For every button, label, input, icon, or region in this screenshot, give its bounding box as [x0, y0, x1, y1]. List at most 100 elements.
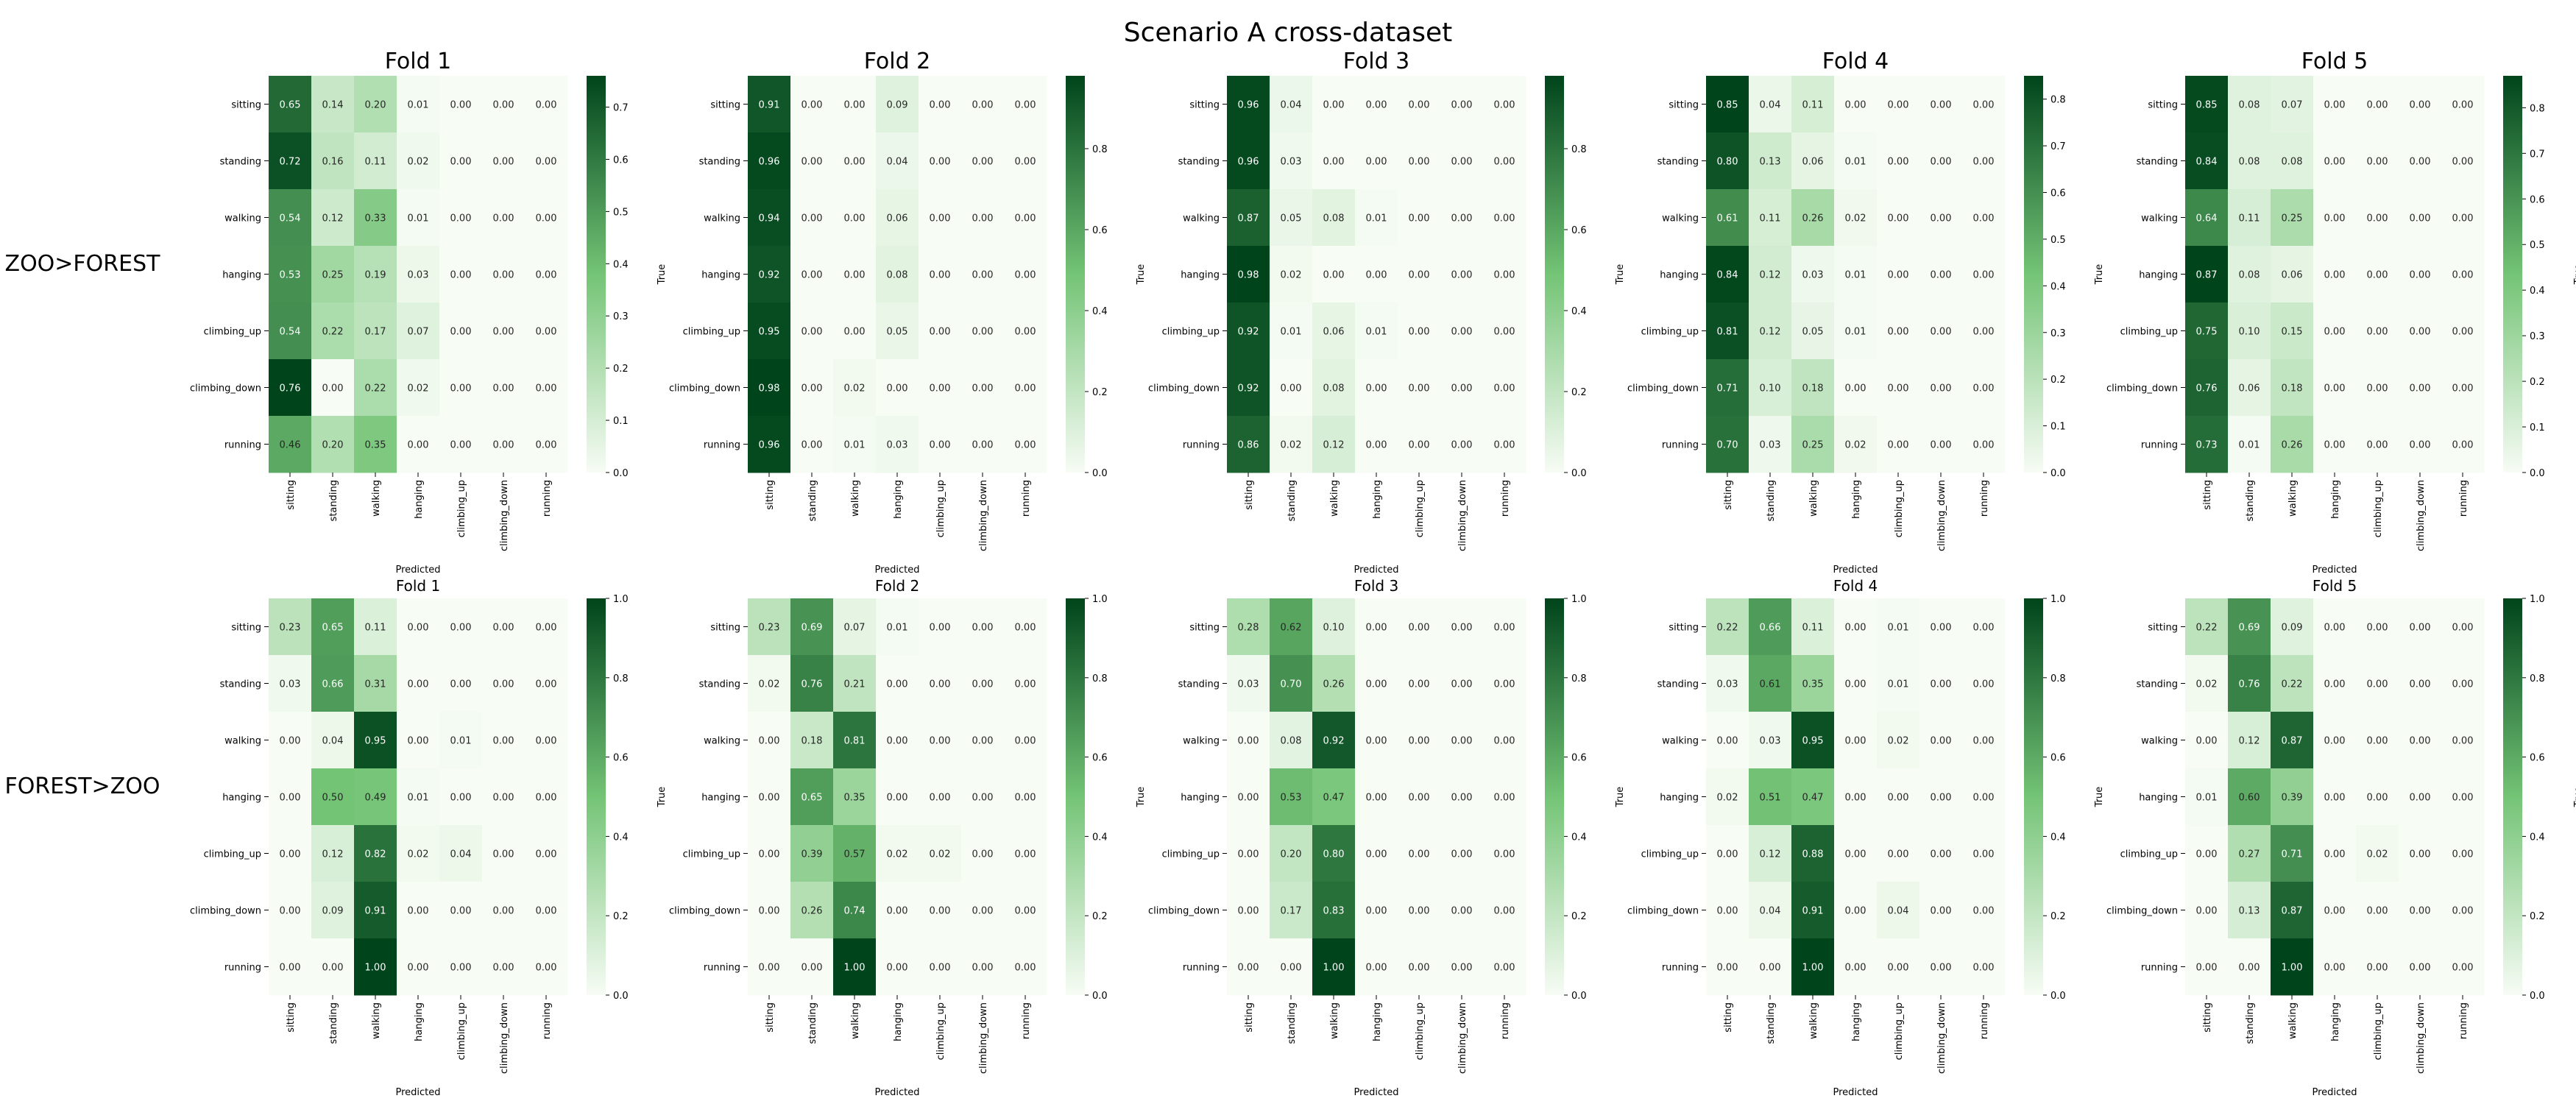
heatmap-cell	[1962, 76, 2006, 133]
cell-value-label: 0.00	[450, 213, 472, 224]
heatmap-cell	[1440, 768, 1484, 826]
heatmap-cell	[1004, 76, 1047, 133]
heatmap-cell	[1706, 938, 1749, 996]
heatmap-cell	[311, 189, 355, 247]
cell-value-label: 0.39	[802, 849, 823, 860]
heatmap-cell	[1919, 768, 1963, 826]
colorbar-tick-label: 0.3	[613, 311, 629, 322]
heatmap-cell	[833, 655, 877, 712]
y-tick-label: climbing_up	[2120, 327, 2178, 338]
cell-value-label: 0.07	[844, 623, 866, 634]
cell-value-label: 0.08	[887, 270, 908, 281]
cell-value-label: 0.00	[972, 440, 994, 451]
y-tick-label: standing	[220, 679, 261, 690]
heatmap-cell	[961, 359, 1005, 417]
heatmap-cell	[2356, 768, 2399, 826]
heatmap-cell	[2399, 712, 2442, 769]
y-tick-label: running	[1662, 440, 1699, 451]
colorbar-tick-label: 0.0	[613, 468, 629, 479]
cell-value-label: 0.53	[280, 270, 301, 281]
x-tick-label: sitting	[286, 1002, 297, 1033]
heatmap-cell	[1483, 189, 1526, 247]
heatmap-cell	[1483, 359, 1526, 417]
y-tick-label: sitting	[231, 100, 261, 111]
cell-value-label: 0.20	[322, 440, 344, 451]
cell-value-label: 0.18	[802, 736, 823, 747]
x-tick-label: standing	[1287, 480, 1298, 521]
cell-value-label: 0.00	[930, 100, 951, 111]
cell-value-label: 0.00	[887, 679, 908, 690]
heatmap-cell	[1227, 768, 1270, 826]
heatmap-cell	[1483, 938, 1526, 996]
cell-value-label: 0.00	[1451, 440, 1473, 451]
y-tick-label: climbing_up	[1162, 327, 1220, 338]
heatmap-cell	[1877, 882, 1920, 939]
heatmap-cell	[876, 938, 919, 996]
heatmap-cell	[1355, 712, 1398, 769]
heatmap-cell	[1270, 938, 1313, 996]
heatmap-cell	[1483, 416, 1526, 473]
cell-value-label: 0.18	[2282, 383, 2303, 394]
heatmap-cell	[2185, 246, 2229, 303]
cell-value-label: 0.00	[450, 623, 472, 634]
heatmap-cell	[482, 132, 526, 190]
cell-value-label: 0.00	[887, 963, 908, 974]
x-tick-label: hanging	[1851, 480, 1862, 519]
cell-value-label: 0.00	[2324, 327, 2346, 338]
cell-value-label: 0.00	[887, 793, 908, 804]
heatmap-cell	[1227, 246, 1270, 303]
heatmap-cell	[397, 882, 440, 939]
heatmap-panel-forest-zoo-fold-4: Fold 4 0.22 0.66 0.11 0.00 0.01 0.00 0.00 0.03 0.…	[1627, 577, 2105, 1098]
panel-title: Fold 3	[1354, 577, 1398, 595]
cell-value-label: 0.00	[1409, 383, 1430, 394]
heatmap-cell	[1483, 768, 1526, 826]
heatmap-cell	[354, 712, 397, 769]
heatmap-cell	[919, 938, 962, 996]
colorbar-tick-label: 0.2	[1571, 387, 1587, 398]
cell-value-label: 0.09	[322, 906, 344, 917]
heatmap-cell	[439, 416, 483, 473]
x-tick-label: sitting	[765, 1002, 776, 1033]
cell-value-label: 0.12	[2239, 736, 2260, 747]
cell-value-label: 0.00	[2196, 963, 2218, 974]
heatmap-cell	[1440, 825, 1484, 882]
heatmap-cell	[525, 598, 568, 656]
heatmap-cell	[2185, 655, 2229, 712]
heatmap-cell	[790, 768, 834, 826]
heatmap-cell	[2228, 246, 2271, 303]
cell-value-label: 0.00	[1366, 100, 1387, 111]
heatmap-cell	[961, 302, 1005, 360]
heatmap-cell	[2399, 655, 2442, 712]
cell-value-label: 0.00	[844, 327, 866, 338]
heatmap-cell	[790, 938, 834, 996]
cell-value-label: 0.96	[1238, 157, 1259, 168]
heatmap-cell	[1398, 882, 1441, 939]
x-axis-label: Predicted	[874, 1087, 919, 1098]
heatmap-cell	[919, 768, 962, 826]
colorbar-tick-label: 0.0	[2050, 991, 2066, 1002]
heatmap-cell	[2313, 416, 2357, 473]
y-tick-label: walking	[704, 213, 740, 224]
colorbar-tick-label: 0.1	[2050, 422, 2066, 433]
heatmap-cell	[397, 712, 440, 769]
heatmap-cell	[1270, 302, 1313, 360]
colorbar	[587, 76, 606, 473]
heatmap-cell	[1834, 416, 1878, 473]
cell-value-label: 0.00	[493, 213, 514, 224]
heatmap-cell	[2441, 825, 2485, 882]
heatmap-cell	[1791, 825, 1835, 882]
x-tick-label: walking	[1329, 480, 1340, 517]
heatmap-cell	[1004, 938, 1047, 996]
colorbar-tick-label: 0.8	[613, 673, 629, 684]
y-tick-label: standing	[1657, 157, 1699, 168]
cell-value-label: 0.00	[1973, 793, 1995, 804]
heatmap-cell	[1270, 825, 1313, 882]
cell-value-label: 1.00	[1323, 963, 1345, 974]
cell-value-label: 0.00	[1845, 736, 1866, 747]
heatmap-cell	[525, 712, 568, 769]
x-tick-label: climbing_up	[456, 480, 467, 537]
heatmap-cell	[1706, 598, 1749, 656]
cell-value-label: 0.84	[1717, 270, 1738, 281]
cell-value-label: 0.00	[802, 963, 823, 974]
cell-value-label: 0.15	[2282, 327, 2303, 338]
